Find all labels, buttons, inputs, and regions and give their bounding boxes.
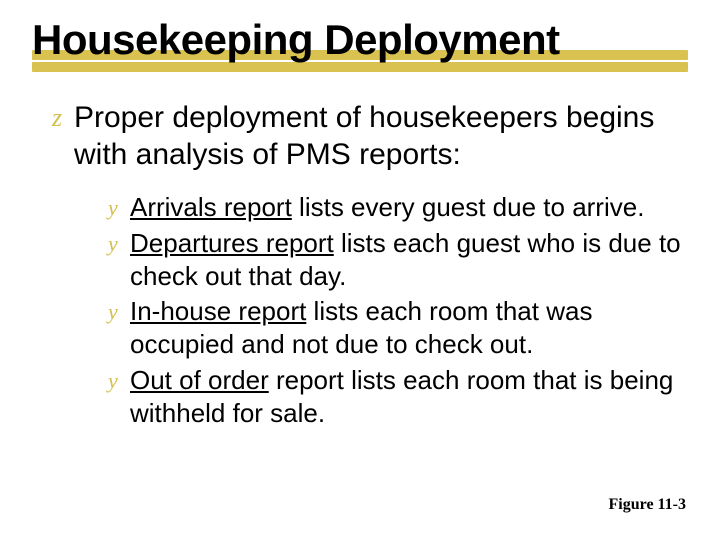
- bullet-level2: y Out of order report lists each room th…: [108, 364, 688, 431]
- bullet-level2: y Arrivals report lists every guest due …: [108, 191, 688, 224]
- bullet-glyph-y: y: [108, 299, 130, 324]
- underline-band-bottom: [32, 62, 688, 72]
- bullet-glyph-y: y: [108, 368, 130, 393]
- bullet-glyph-z: z: [52, 104, 74, 133]
- sublist: y Arrivals report lists every guest due …: [52, 191, 688, 430]
- underlined-term: Departures report: [130, 228, 334, 258]
- underlined-term: In-house report: [130, 296, 306, 326]
- underlined-term: Arrivals report: [130, 192, 292, 222]
- bullet-level1: z Proper deployment of housekeepers begi…: [52, 100, 688, 173]
- slide: Housekeeping Deployment z Proper deploym…: [0, 0, 720, 540]
- figure-label: Figure 11-3: [609, 496, 686, 514]
- level2-text: Departures report lists each guest who i…: [130, 227, 688, 294]
- bullet-glyph-y: y: [108, 231, 130, 256]
- content: z Proper deployment of housekeepers begi…: [32, 100, 688, 430]
- bullet-level2: y Departures report lists each guest who…: [108, 227, 688, 294]
- bullet-glyph-y: y: [108, 195, 130, 220]
- bullet-level2: y In-house report lists each room that w…: [108, 295, 688, 362]
- title-block: Housekeeping Deployment: [32, 18, 688, 62]
- level2-text: Out of order report lists each room that…: [130, 364, 688, 431]
- underlined-term: Out of order: [130, 365, 269, 395]
- level2-text: In-house report lists each room that was…: [130, 295, 688, 362]
- level2-text: Arrivals report lists every guest due to…: [130, 191, 644, 224]
- rest-text: lists every guest due to arrive.: [292, 192, 645, 222]
- level1-text: Proper deployment of housekeepers begins…: [74, 100, 688, 173]
- slide-title: Housekeeping Deployment: [32, 18, 688, 62]
